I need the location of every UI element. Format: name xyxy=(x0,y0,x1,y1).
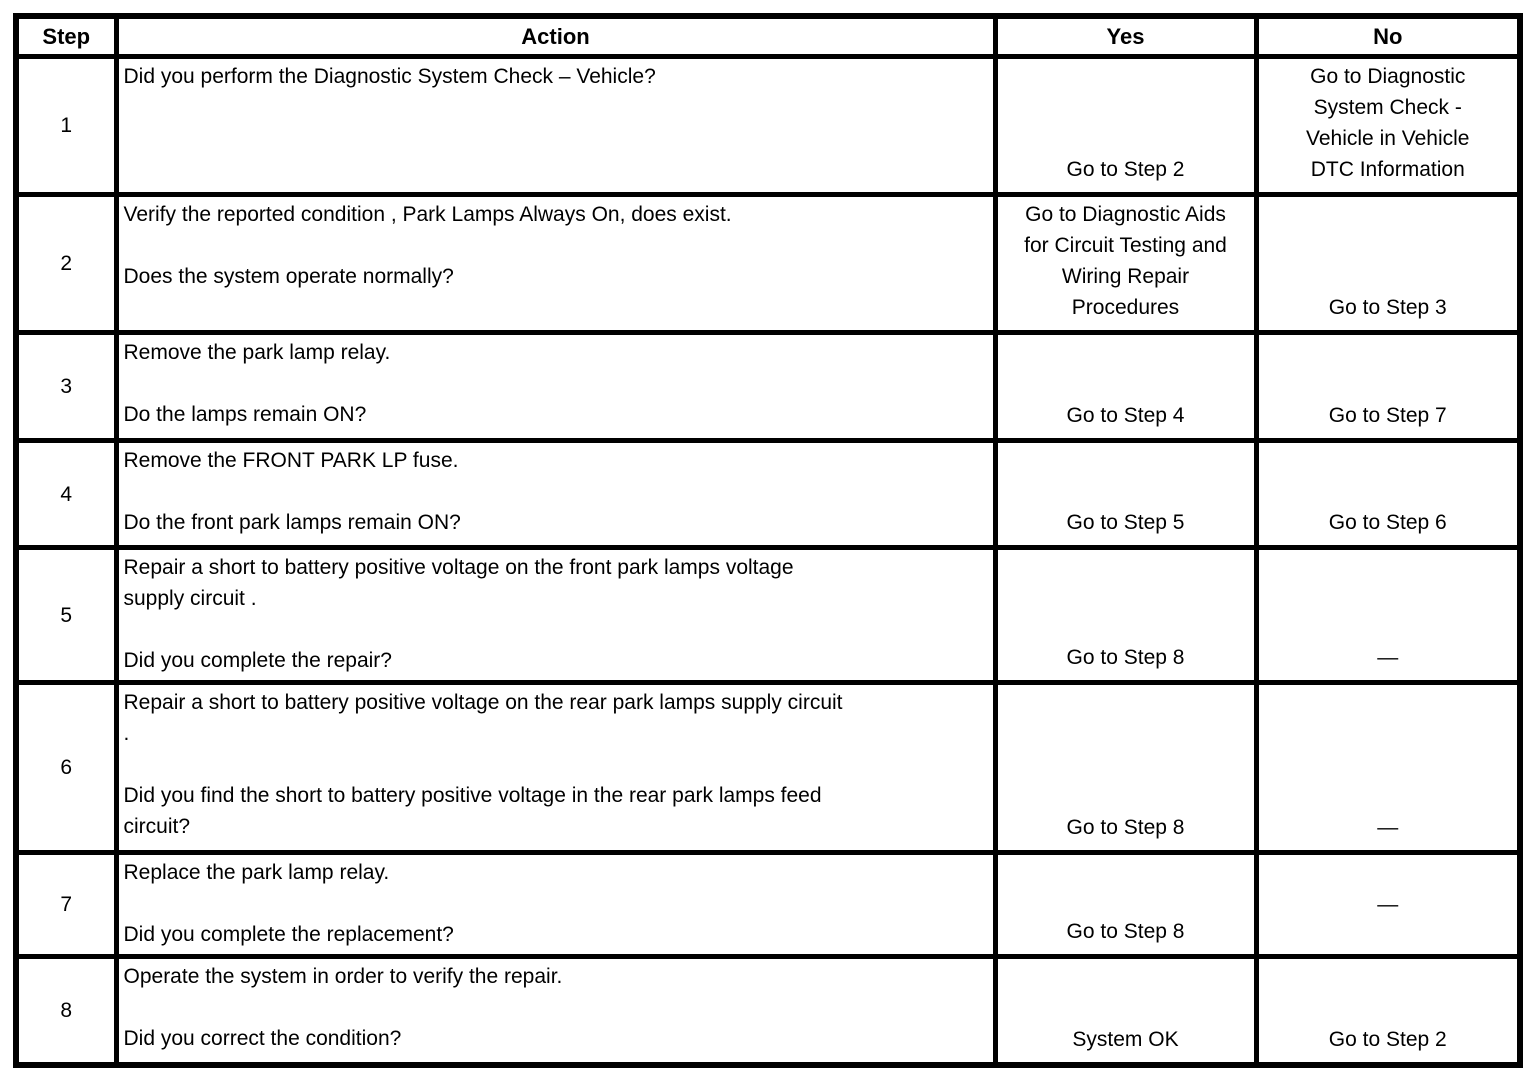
no-cell: Go to Step 3 xyxy=(1253,192,1523,335)
no-cell: — xyxy=(1253,680,1523,855)
diagnostic-table: Step Action Yes No 1 Did you perform the… xyxy=(13,13,1523,1068)
yes-cell: Go to Step 4 xyxy=(992,330,1259,443)
action-cell: Did you perform the Diagnostic System Ch… xyxy=(113,54,998,197)
step-number: 6 xyxy=(13,680,119,855)
header-row: Step Action Yes No xyxy=(13,13,1523,59)
table-row-step-7: 7 Replace the park lamp relay. Did you c… xyxy=(13,850,1523,959)
yes-cell: System OK xyxy=(992,954,1259,1067)
table-row-step-6: 6 Repair a short to battery positive vol… xyxy=(13,680,1523,855)
header-yes: Yes xyxy=(992,13,1259,59)
table-row-step-2: 2 Verify the reported condition , Park L… xyxy=(13,192,1523,335)
header-step: Step xyxy=(13,13,119,59)
step-number: 8 xyxy=(13,954,119,1067)
action-cell: Repair a short to battery positive volta… xyxy=(113,680,998,855)
table-row-step-4: 4 Remove the FRONT PARK LP fuse. Do the … xyxy=(13,438,1523,550)
yes-cell: Go to Step 8 xyxy=(992,680,1259,855)
no-cell: — xyxy=(1253,545,1523,685)
step-number: 5 xyxy=(13,545,119,685)
table-row-step-1: 1 Did you perform the Diagnostic System … xyxy=(13,54,1523,197)
no-cell: Go to Step 6 xyxy=(1253,438,1523,550)
yes-cell: Go to Step 2 xyxy=(992,54,1259,197)
action-cell: Remove the FRONT PARK LP fuse. Do the fr… xyxy=(113,438,998,550)
action-cell: Remove the park lamp relay. Do the lamps… xyxy=(113,330,998,443)
yes-cell: Go to Step 8 xyxy=(992,850,1259,959)
action-cell: Operate the system in order to verify th… xyxy=(113,954,998,1067)
step-number: 4 xyxy=(13,438,119,550)
step-number: 1 xyxy=(13,54,119,197)
action-cell: Verify the reported condition , Park Lam… xyxy=(113,192,998,335)
action-cell: Replace the park lamp relay. Did you com… xyxy=(113,850,998,959)
yes-cell: Go to Step 8 xyxy=(992,545,1259,685)
yes-cell: Go to Diagnostic Aids for Circuit Testin… xyxy=(992,192,1259,335)
yes-cell: Go to Step 5 xyxy=(992,438,1259,550)
no-cell: — xyxy=(1253,850,1523,959)
table-row-step-5: 5 Repair a short to battery positive vol… xyxy=(13,545,1523,685)
header-action: Action xyxy=(113,13,998,59)
table-row-step-8: 8 Operate the system in order to verify … xyxy=(13,954,1523,1067)
header-no: No xyxy=(1253,13,1523,59)
no-cell: Go to Diagnostic System Check - Vehicle … xyxy=(1253,54,1523,197)
step-number: 3 xyxy=(13,330,119,443)
table-row-step-3: 3 Remove the park lamp relay. Do the lam… xyxy=(13,330,1523,443)
step-number: 7 xyxy=(13,850,119,959)
no-cell: Go to Step 7 xyxy=(1253,330,1523,443)
step-number: 2 xyxy=(13,192,119,335)
action-cell: Repair a short to battery positive volta… xyxy=(113,545,998,685)
no-cell: Go to Step 2 xyxy=(1253,954,1523,1067)
